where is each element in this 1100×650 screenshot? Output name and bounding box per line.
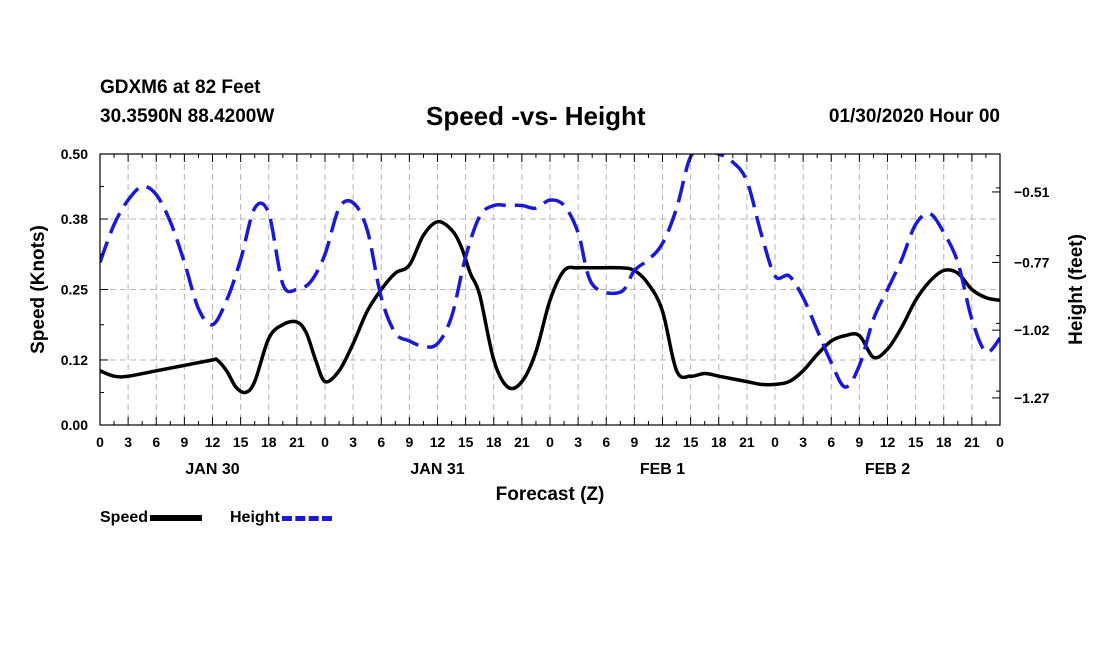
station-coordinates: 30.3590N 88.4200W: [100, 106, 275, 127]
station-title: GDXM6 at 82 Feet: [100, 77, 261, 98]
y-axis-title: Speed (Knots): [28, 225, 49, 354]
x-tick-label: 15: [683, 434, 699, 450]
y-tick-label: 0.25: [61, 282, 88, 298]
legend-height: Height: [230, 509, 332, 527]
x-tick-label: 9: [855, 434, 863, 450]
x-tick-label: 15: [908, 434, 924, 450]
y-tick-label: 0.12: [61, 352, 88, 368]
y2-tick-label: −0.51: [1014, 184, 1050, 200]
legend-height-label: Height: [230, 509, 280, 526]
x-tick-label: 0: [996, 434, 1004, 450]
x-tick-label: 21: [289, 434, 305, 450]
chart-title: Speed -vs- Height: [426, 101, 646, 131]
x-tick-label: 15: [233, 434, 249, 450]
series-speed-line: [100, 219, 1000, 395]
x-tick-label: 0: [96, 434, 104, 450]
x-tick-label: 18: [711, 434, 727, 450]
x-tick-label: 21: [964, 434, 980, 450]
y-tick-label: 0.00: [61, 417, 88, 433]
legend-speed-swatch: [150, 515, 203, 521]
x-tick-label: 18: [261, 434, 277, 450]
x-tick-label: 3: [124, 434, 132, 450]
y2-tick-label: −1.27: [1014, 390, 1050, 406]
x-tick-label: 9: [405, 434, 413, 450]
x-tick-label: 6: [377, 434, 385, 450]
x-tick-label: 18: [486, 434, 502, 450]
legend-height-swatch: [281, 515, 332, 521]
x-tick-label: 6: [827, 434, 835, 450]
x-day-label: JAN 30: [185, 461, 239, 478]
y-tick-label: 0.50: [61, 146, 88, 162]
axis-ticks: [99, 153, 1001, 426]
x-tick-label: 21: [739, 434, 755, 450]
forecast-date: 01/30/2020 Hour 00: [828, 106, 1000, 127]
x-tick-label: 3: [349, 434, 357, 450]
legend-speed-label: Speed: [100, 509, 149, 526]
y2-tick-label: −1.02: [1014, 322, 1050, 338]
x-tick-label: 12: [430, 434, 446, 450]
x-tick-label: 9: [630, 434, 638, 450]
x-tick-label: 9: [180, 434, 188, 450]
x-tick-label: 3: [574, 434, 582, 450]
x-tick-label: 0: [321, 434, 329, 450]
x-tick-label: 0: [771, 434, 779, 450]
y2-axis-title: Height (feet): [1066, 234, 1087, 345]
x-tick-label: 18: [936, 434, 952, 450]
x-day-label: JAN 31: [410, 461, 464, 478]
axis-labels: 0 3 6 9 12 15 18 21 0 3 6 9 12 15 18 21 0 3 6 9 12 15 18 21 0 3 6 9…: [61, 146, 1050, 478]
x-tick-label: 6: [602, 434, 610, 450]
y2-tick-label: −0.77: [1014, 254, 1050, 270]
x-tick-label: 15: [458, 434, 474, 450]
x-tick-label: 12: [655, 434, 671, 450]
x-day-label: FEB 2: [865, 461, 910, 478]
x-tick-label: 12: [205, 434, 221, 450]
x-tick-label: 6: [152, 434, 160, 450]
x-tick-label: 0: [546, 434, 554, 450]
x-tick-label: 3: [799, 434, 807, 450]
x-tick-label: 12: [880, 434, 896, 450]
legend-speed: Speed: [100, 509, 203, 527]
series-lines: [100, 154, 1000, 395]
x-day-label: FEB 1: [640, 461, 685, 478]
y-tick-label: 0.38: [61, 211, 88, 227]
x-tick-label: 21: [514, 434, 530, 450]
x-axis-title: Forecast (Z): [496, 484, 605, 505]
series-height-line: [100, 154, 1000, 389]
